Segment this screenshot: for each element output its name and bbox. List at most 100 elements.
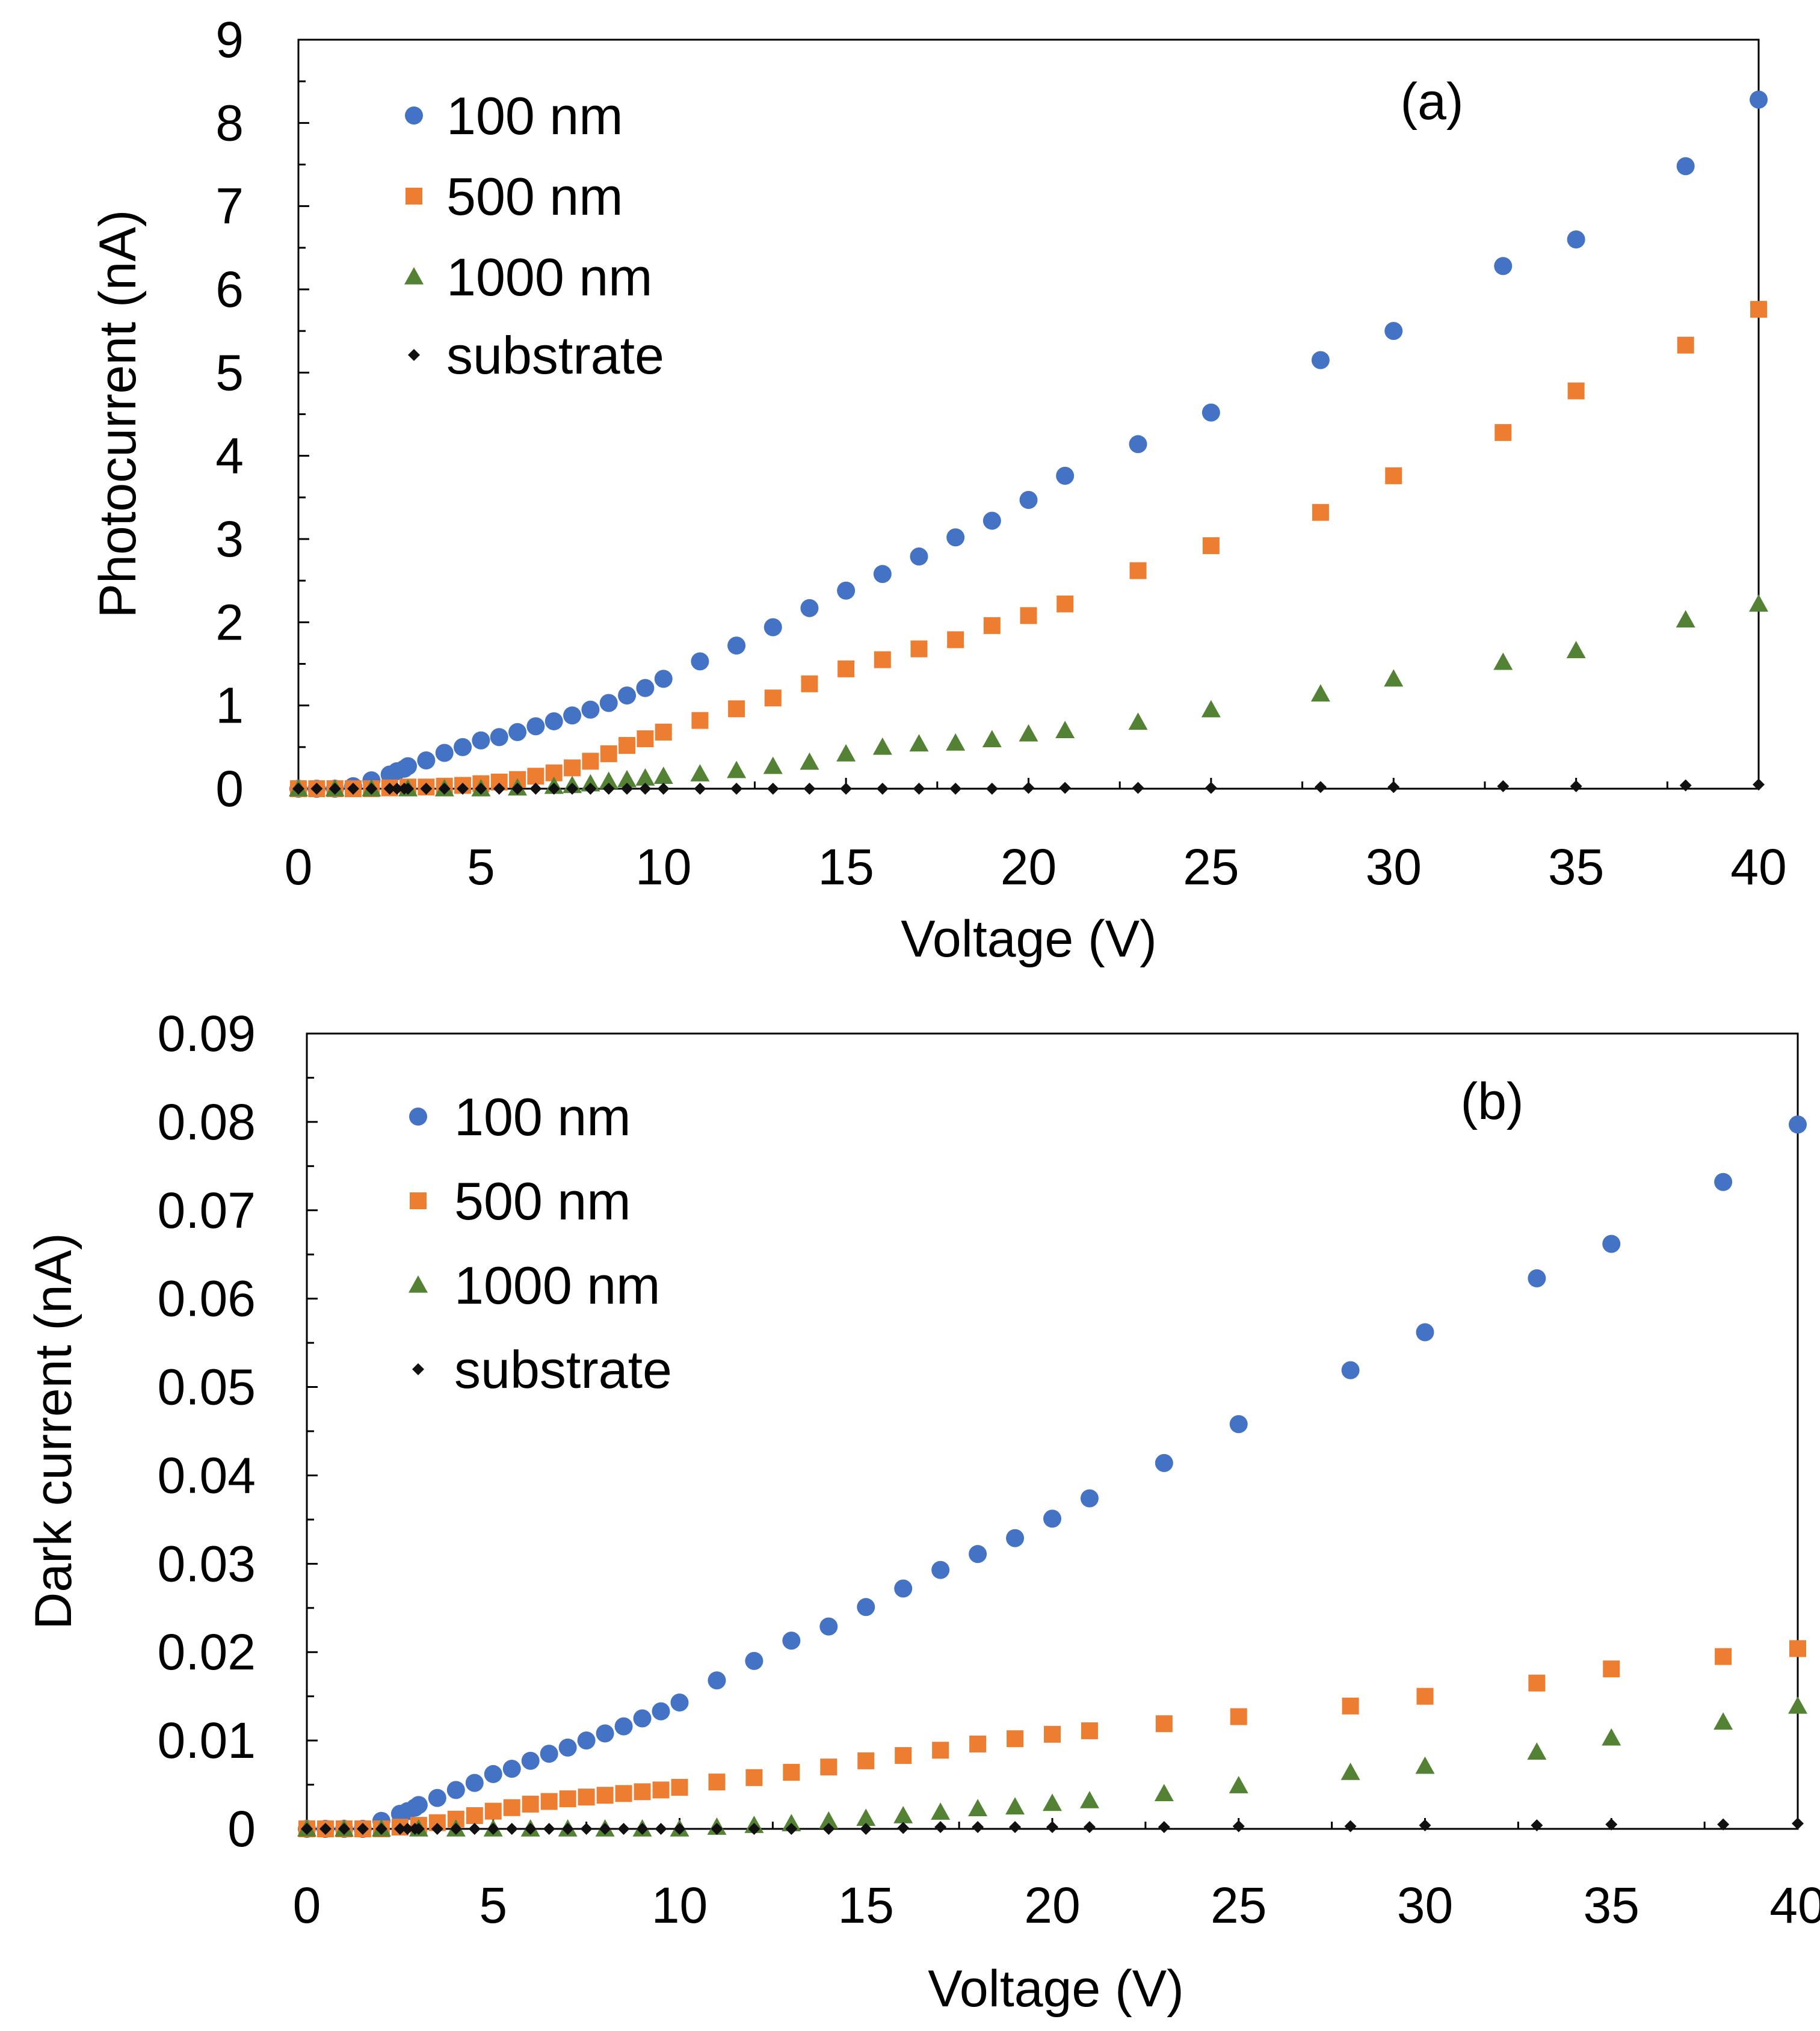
data-point xyxy=(1155,1715,1173,1733)
data-point xyxy=(1043,1793,1062,1811)
data-point xyxy=(934,1821,947,1834)
data-point xyxy=(356,1823,369,1835)
y-tick-label: 8 xyxy=(215,94,244,151)
data-point xyxy=(1043,1509,1061,1528)
y-axis-label: Photocurrent (nA) xyxy=(89,210,147,618)
data-point xyxy=(1009,1821,1022,1834)
data-point xyxy=(836,744,856,762)
data-point xyxy=(1715,1648,1732,1665)
series-1000-nm xyxy=(289,594,1768,797)
data-point xyxy=(1753,778,1765,791)
data-point xyxy=(1311,351,1330,369)
x-tick-label: 15 xyxy=(838,1877,894,1934)
x-axis-label: Voltage (V) xyxy=(928,1960,1183,2018)
data-point xyxy=(949,783,962,795)
data-point xyxy=(657,783,670,795)
data-point xyxy=(580,1823,593,1835)
series-substrate xyxy=(292,778,1765,795)
data-point xyxy=(1059,781,1072,794)
data-point xyxy=(449,1823,462,1835)
data-point xyxy=(1749,594,1768,612)
data-point xyxy=(617,769,637,787)
data-point xyxy=(874,651,891,668)
data-point xyxy=(584,783,597,795)
data-point xyxy=(876,783,889,795)
data-point xyxy=(653,766,673,784)
data-point xyxy=(670,1693,689,1712)
data-point xyxy=(1129,435,1147,454)
y-axis-label: Dark current (nA) xyxy=(25,1233,82,1630)
data-point xyxy=(652,1781,670,1799)
data-point xyxy=(1789,1640,1806,1657)
data-point xyxy=(1605,1818,1618,1831)
x-tick-label: 35 xyxy=(1584,1877,1640,1934)
x-tick-label: 20 xyxy=(1024,1877,1080,1934)
data-point xyxy=(636,1823,649,1835)
legend-marker xyxy=(412,1363,424,1375)
data-point xyxy=(1079,1790,1099,1808)
data-point xyxy=(1044,1725,1061,1743)
y-tick-label: 0.09 xyxy=(158,1005,256,1062)
data-point xyxy=(618,686,637,705)
data-point xyxy=(910,640,928,658)
data-point xyxy=(1201,700,1221,718)
data-point xyxy=(1567,382,1585,399)
y-tick-label: 6 xyxy=(215,261,244,318)
x-tick-label: 25 xyxy=(1211,1877,1266,1934)
data-point xyxy=(1205,781,1217,794)
legend-marker xyxy=(410,1192,427,1209)
data-point xyxy=(383,783,396,795)
data-point xyxy=(690,764,710,781)
data-point xyxy=(596,1724,614,1743)
y-tick-label: 3 xyxy=(215,511,244,567)
y-tick-label: 2 xyxy=(215,594,244,650)
data-point xyxy=(727,760,747,778)
data-point xyxy=(1232,1820,1245,1832)
data-point xyxy=(435,744,454,762)
x-tick-label: 30 xyxy=(1366,839,1422,895)
x-axis-label: Voltage (V) xyxy=(901,910,1156,968)
data-point xyxy=(1717,1818,1730,1831)
data-point xyxy=(1057,595,1074,612)
data-point xyxy=(1679,779,1692,792)
data-point xyxy=(338,1823,350,1835)
data-point xyxy=(1132,781,1144,794)
data-point xyxy=(548,783,560,795)
data-point xyxy=(946,733,966,751)
data-point xyxy=(745,1769,763,1786)
data-point xyxy=(484,1802,502,1820)
data-point xyxy=(614,1717,633,1736)
data-point xyxy=(599,1823,611,1835)
data-point xyxy=(502,1760,521,1778)
data-point xyxy=(1570,780,1582,792)
data-point xyxy=(1081,1722,1098,1739)
data-point xyxy=(785,1823,798,1835)
y-tick-label: 0.07 xyxy=(158,1182,256,1239)
data-point xyxy=(856,1808,876,1826)
data-point xyxy=(873,565,892,584)
data-point xyxy=(1416,1323,1434,1342)
data-point xyxy=(1419,1819,1431,1832)
data-point xyxy=(986,783,998,795)
data-point xyxy=(819,1617,838,1636)
x-tick-label: 25 xyxy=(1183,839,1239,895)
data-point xyxy=(505,1823,518,1835)
y-tick-label: 9 xyxy=(215,11,244,68)
data-point xyxy=(694,783,706,795)
data-point xyxy=(540,1745,558,1763)
x-tick-label: 40 xyxy=(1730,839,1786,895)
data-point xyxy=(1341,1361,1360,1379)
data-point xyxy=(1310,684,1330,702)
data-point xyxy=(454,738,472,756)
data-point xyxy=(910,547,928,566)
data-point xyxy=(1385,467,1402,484)
chart-panel-b: 0 0.01 0.02 0.03 0.04 0.05 0.06 0.07 0.08 0.09 0 5 1… xyxy=(25,1005,1820,2018)
data-point xyxy=(1788,1696,1807,1714)
data-point xyxy=(582,753,599,770)
data-point xyxy=(566,783,579,795)
data-point xyxy=(711,1823,723,1835)
data-point xyxy=(894,1579,913,1598)
data-point xyxy=(1055,721,1075,738)
data-point xyxy=(982,730,1002,748)
y-tick-label: 4 xyxy=(215,428,244,484)
